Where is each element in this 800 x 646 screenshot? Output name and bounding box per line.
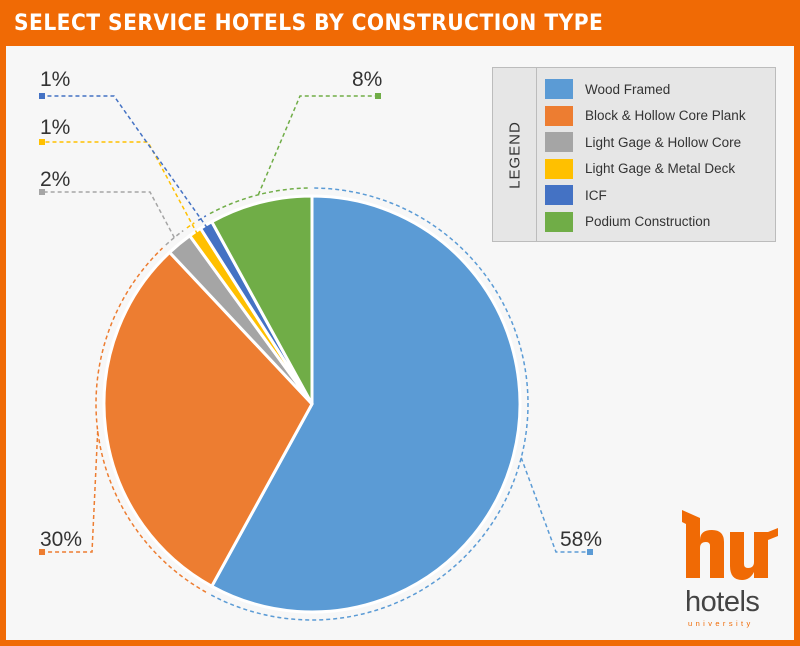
hu-logo-icon xyxy=(682,510,778,580)
pie-slice-wood-framed xyxy=(209,194,522,614)
leader-line-light-gage-and-hollow-core xyxy=(42,191,175,238)
slice-outline-podium-construction xyxy=(209,187,310,215)
pie-slices xyxy=(102,194,522,614)
slice-outline-light-gage-and-hollow-core xyxy=(165,229,184,246)
legend-item-icf: ICF xyxy=(545,182,771,209)
slice-outline-block-and-hollow-core-plank xyxy=(95,247,207,593)
leader-line-icf xyxy=(42,95,212,235)
legend-item-podium-construction: Podium Construction xyxy=(545,209,771,236)
legend-swatch xyxy=(545,211,573,232)
legend-title-box: LEGEND xyxy=(493,68,537,241)
leader-marker-wood-framed xyxy=(587,549,593,555)
hotels-university-logo: hotels university xyxy=(680,506,780,630)
legend-items: Wood Framed Block & Hollow Core Plank Ligh… xyxy=(545,76,771,235)
legend-label: Podium Construction xyxy=(585,214,711,230)
leader-line-wood-framed xyxy=(520,457,590,553)
pie-callouts: 58% 30% 2% 1% 1% 8% xyxy=(39,68,602,621)
legend-swatch xyxy=(545,132,573,153)
legend-swatch xyxy=(545,105,573,126)
legend-label: Light Gage & Metal Deck xyxy=(585,161,736,177)
slice-outline-wood-framed xyxy=(209,187,529,621)
slice-outline-light-gage-and-metal-deck xyxy=(186,222,195,229)
header-bar: SELECT SERVICE HOTELS BY CONSTRUCTION TY… xyxy=(0,0,800,46)
data-label-wood-framed: 58% xyxy=(560,528,602,551)
legend-label: Wood Framed xyxy=(585,81,671,97)
logo-word: hotels xyxy=(685,586,760,618)
legend-swatch xyxy=(545,79,573,100)
leader-marker-icf xyxy=(39,93,45,99)
legend-label: Light Gage & Hollow Core xyxy=(585,134,742,150)
legend-swatch xyxy=(545,185,573,206)
legend-label: ICF xyxy=(585,187,607,203)
pie-slice-podium-construction xyxy=(209,194,314,405)
leader-marker-block-and-hollow-core-plank xyxy=(39,549,45,555)
data-label-light-gage-and-metal-deck: 1% xyxy=(40,116,70,139)
legend-item-light-gage-and-metal-deck: Light Gage & Metal Deck xyxy=(545,156,771,183)
leader-line-light-gage-and-metal-deck xyxy=(42,141,202,241)
legend-item-wood-framed: Wood Framed xyxy=(545,76,771,103)
leader-marker-light-gage-and-hollow-core xyxy=(39,189,45,195)
legend: LEGEND Wood Framed Block & Hollow Core Pl… xyxy=(492,67,776,242)
data-label-icf: 1% xyxy=(40,68,70,91)
leader-marker-podium-construction xyxy=(375,93,381,99)
leader-line-block-and-hollow-core-plank xyxy=(42,431,99,553)
legend-label: Block & Hollow Core Plank xyxy=(585,108,746,124)
slice-outline-icf xyxy=(197,215,207,222)
data-label-light-gage-and-hollow-core: 2% xyxy=(40,168,70,191)
leader-line-podium-construction xyxy=(257,95,378,196)
legend-item-block-and-hollow-core-plank: Block & Hollow Core Plank xyxy=(545,103,771,130)
logo-sub: university xyxy=(688,619,754,628)
leader-marker-light-gage-and-metal-deck xyxy=(39,139,45,145)
pie-slice-block-and-hollow-core-plank xyxy=(102,250,314,589)
data-label-podium-construction: 8% xyxy=(352,68,382,91)
legend-swatch xyxy=(545,158,573,179)
legend-item-light-gage-and-hollow-core: Light Gage & Hollow Core xyxy=(545,129,771,156)
page-title: SELECT SERVICE HOTELS BY CONSTRUCTION TY… xyxy=(14,10,604,36)
legend-title: LEGEND xyxy=(506,120,524,189)
data-label-block-and-hollow-core-plank: 30% xyxy=(40,528,82,551)
